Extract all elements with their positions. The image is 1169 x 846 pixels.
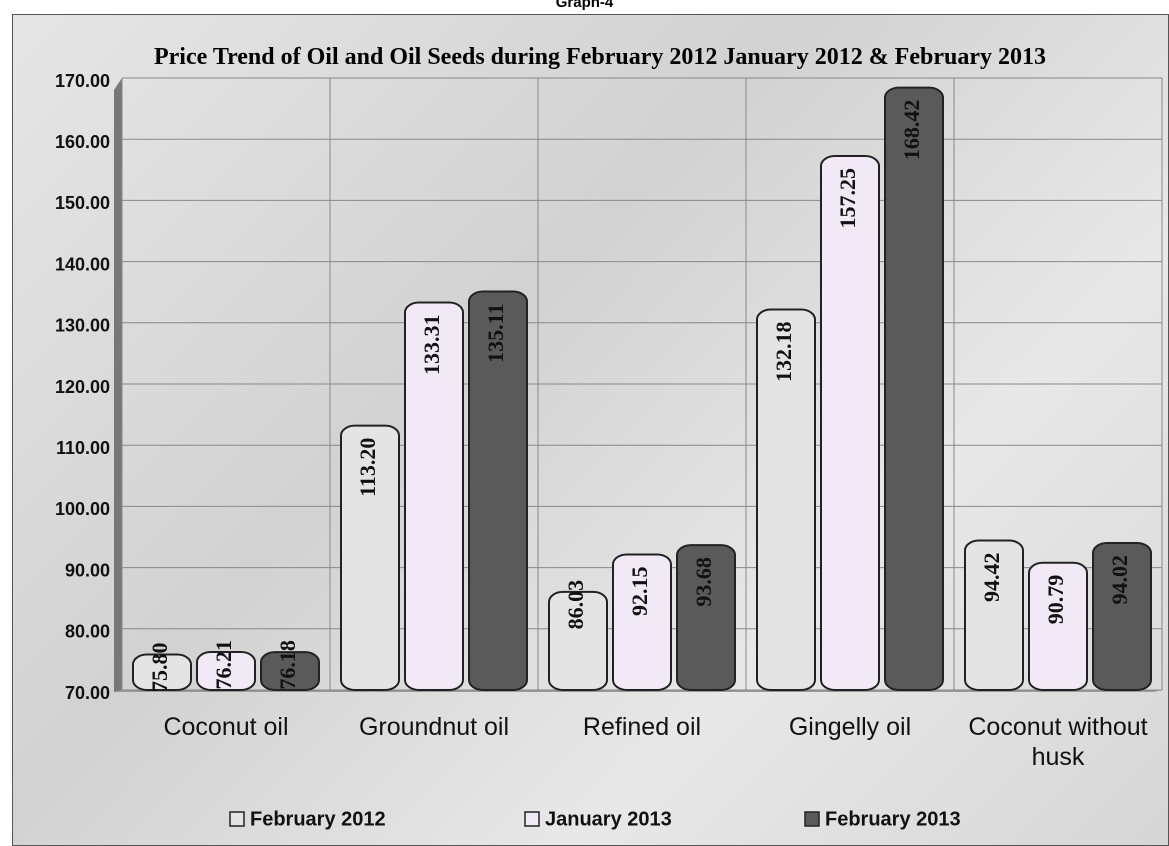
chart-frame xyxy=(12,14,1169,846)
x-tick-label: Groundnut oil xyxy=(358,713,510,741)
bar xyxy=(132,653,192,692)
value-label: 75.80 xyxy=(147,643,172,693)
legend-swatch xyxy=(229,811,245,827)
bar xyxy=(404,301,464,691)
legend-label: February 2013 xyxy=(825,808,961,830)
y-tick-label: 130.00 xyxy=(55,316,110,336)
header: Graph-4 xyxy=(555,0,614,11)
value-label: 94.02 xyxy=(1107,555,1132,605)
bar xyxy=(548,590,608,692)
value-label: 92.15 xyxy=(627,566,652,616)
x-tick-label: Gingelly oil xyxy=(788,713,912,741)
y-tick-label: 80.00 xyxy=(65,622,110,642)
bar xyxy=(260,651,320,692)
bar xyxy=(1092,541,1152,692)
bar xyxy=(756,308,816,691)
value-label: 86.03 xyxy=(563,580,588,630)
y-tick-label: 70.00 xyxy=(65,683,110,703)
value-label: 90.79 xyxy=(1043,575,1068,625)
bar xyxy=(964,539,1024,692)
value-label: 76.18 xyxy=(275,640,300,690)
bar xyxy=(1028,561,1088,691)
bar xyxy=(884,86,944,691)
y-tick-label: 90.00 xyxy=(65,560,110,580)
y-tick-label: 150.00 xyxy=(55,193,110,213)
bar xyxy=(612,553,672,692)
y-tick-label: 100.00 xyxy=(55,499,110,519)
value-label: 133.31 xyxy=(419,315,444,376)
value-label: 157.25 xyxy=(835,168,860,229)
side-wall xyxy=(114,78,122,692)
chart-title: Price Trend of Oil and Oil Seeds during … xyxy=(153,44,1046,70)
y-tick-label: 140.00 xyxy=(55,254,110,274)
value-label: 93.68 xyxy=(691,557,716,607)
y-tick-label: 120.00 xyxy=(55,377,110,397)
legend-label: February 2012 xyxy=(250,808,386,830)
y-tick-label: 170.00 xyxy=(55,71,110,91)
value-label: 76.21 xyxy=(211,640,236,690)
value-label: 94.42 xyxy=(979,553,1004,603)
y-tick-label: 110.00 xyxy=(56,438,110,458)
y-tick-label: 160.00 xyxy=(55,132,110,152)
bar xyxy=(340,424,400,691)
bar xyxy=(468,290,528,691)
x-tick-label: Coconut without husk xyxy=(968,713,1148,771)
legend-swatch xyxy=(804,811,820,827)
value-label: 132.18 xyxy=(771,321,796,382)
value-label: 135.11 xyxy=(483,304,508,363)
bar xyxy=(196,650,256,692)
x-tick-label: Coconut oil xyxy=(163,713,289,741)
bar xyxy=(820,155,880,691)
bar xyxy=(676,544,736,692)
x-tick-label: Refined oil xyxy=(582,713,702,741)
value-label: 168.42 xyxy=(899,100,924,161)
value-label: 113.20 xyxy=(355,438,380,497)
legend-label: January 2013 xyxy=(545,808,672,830)
legend-swatch xyxy=(524,811,540,827)
